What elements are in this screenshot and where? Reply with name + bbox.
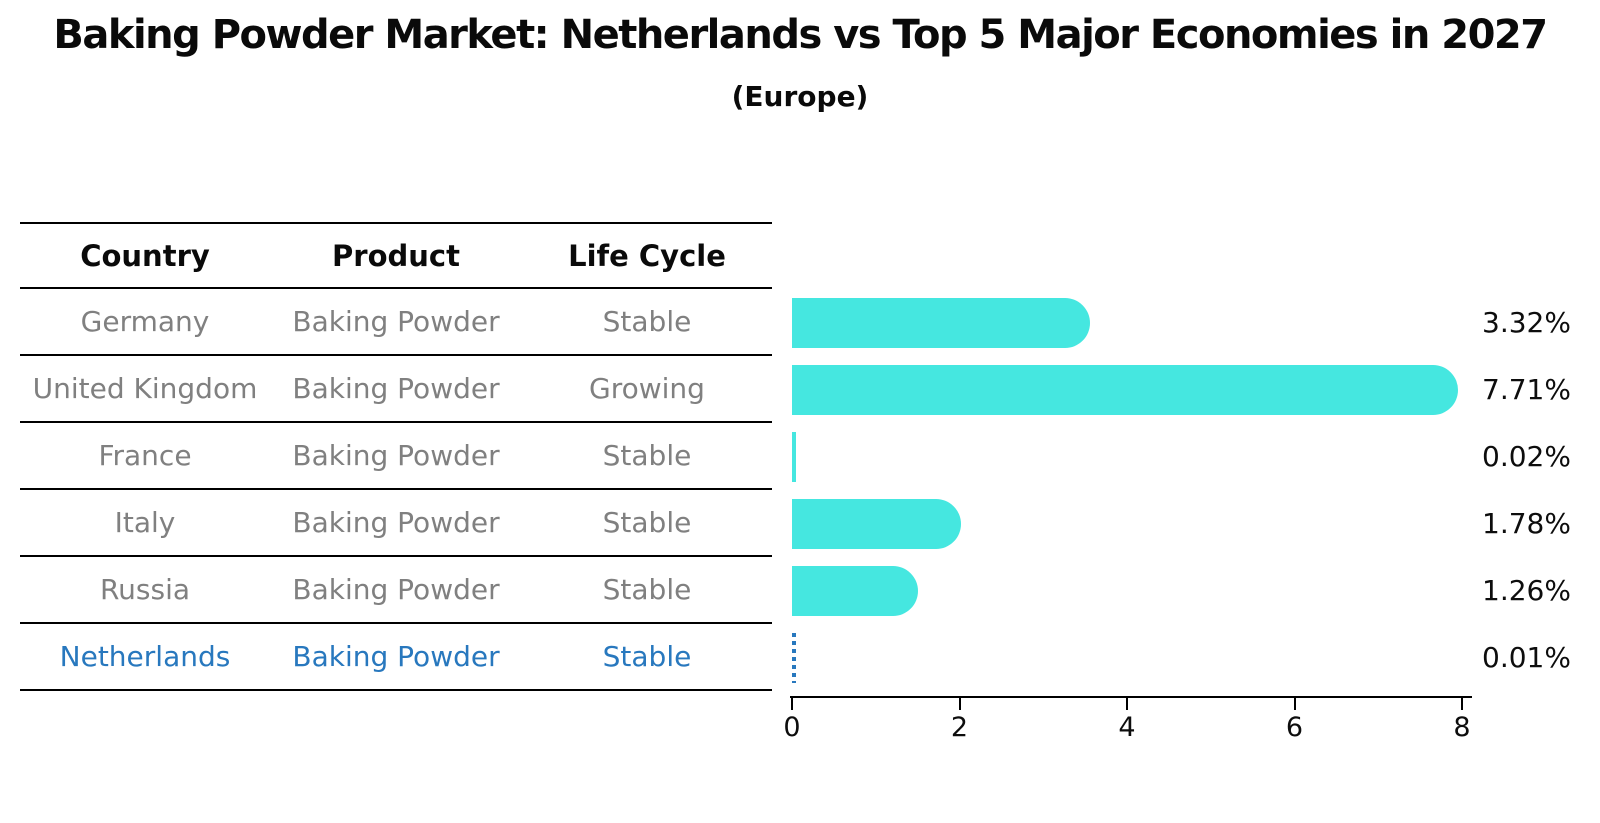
bar-row xyxy=(792,624,1472,691)
table-header-product: Product xyxy=(332,238,460,273)
table-cell-product: Baking Powder xyxy=(292,573,500,606)
table-header-life-cycle: Life Cycle xyxy=(568,238,726,273)
table-cell-life-cycle: Stable xyxy=(602,573,692,606)
x-axis-tick xyxy=(1461,698,1463,710)
table-row: France Baking Powder Stable xyxy=(20,423,772,490)
table-body: Germany Baking Powder Stable United Kingdom… xyxy=(20,289,772,691)
table-row: United Kingdom Baking Powder Growing xyxy=(20,356,772,423)
bar-row xyxy=(792,356,1472,423)
bar-row xyxy=(792,557,1472,624)
table-cell-country: Russia xyxy=(99,573,191,606)
bar-value-label: 0.02% xyxy=(1482,440,1571,473)
x-axis-tick-label: 6 xyxy=(1285,712,1304,743)
table-cell-product: Baking Powder xyxy=(292,372,500,405)
x-axis-tick xyxy=(1293,698,1296,710)
table-header-row: Country Product Life Cycle xyxy=(20,222,772,289)
bar-russia xyxy=(792,565,918,616)
value-label-column: 3.32% 7.71% 0.02% 1.78% 1.26% 0.01% xyxy=(1482,289,1571,691)
table-header-country: Country xyxy=(80,238,210,273)
table-row: Russia Baking Powder Stable xyxy=(20,557,772,624)
bar-row xyxy=(792,289,1472,356)
x-axis-tick-label: 8 xyxy=(1453,712,1471,743)
table-cell-country: Germany xyxy=(80,305,210,338)
bar-value-label: 0.01% xyxy=(1482,641,1571,674)
x-axis-line xyxy=(790,696,1472,698)
table-cell-product: Baking Powder xyxy=(292,506,500,539)
bar-germany xyxy=(792,297,1091,348)
table-cell-life-cycle: Stable xyxy=(602,439,692,472)
x-axis-tick xyxy=(958,698,961,710)
table-cell-life-cycle: Stable xyxy=(602,640,692,673)
bar-united-kingdom xyxy=(792,364,1458,415)
table-cell-product: Baking Powder xyxy=(292,640,500,673)
bar-italy xyxy=(792,498,962,549)
table-row: Germany Baking Powder Stable xyxy=(20,289,772,356)
bar-plot xyxy=(792,289,1472,691)
table-cell-life-cycle: Stable xyxy=(602,506,692,539)
bar-value-label: 1.78% xyxy=(1482,507,1571,540)
chart-subtitle: (Europe) xyxy=(731,80,869,113)
x-axis-tick xyxy=(1126,698,1128,710)
bar-value-label: 3.32% xyxy=(1482,306,1571,339)
bar-row xyxy=(792,490,1472,557)
bar-france xyxy=(792,431,796,482)
chart-title: Baking Powder Market: Netherlands vs Top… xyxy=(53,12,1548,58)
table-row: Italy Baking Powder Stable xyxy=(20,490,772,557)
table-row: Netherlands Baking Powder Stable xyxy=(20,624,772,691)
table-cell-country: Netherlands xyxy=(59,640,231,673)
table-cell-product: Baking Powder xyxy=(292,305,500,338)
table-cell-product: Baking Powder xyxy=(292,439,500,472)
bar-row xyxy=(792,423,1472,490)
table-cell-life-cycle: Growing xyxy=(589,372,705,405)
bar-value-label: 1.26% xyxy=(1482,574,1571,607)
table-cell-country: Italy xyxy=(114,506,176,539)
table-cell-country: United Kingdom xyxy=(32,372,258,405)
x-axis-tick-label: 2 xyxy=(950,712,969,743)
x-axis-tick-label: 4 xyxy=(1118,712,1136,743)
bar-value-label: 7.71% xyxy=(1482,373,1571,406)
x-axis-tick xyxy=(791,698,793,710)
table-cell-country: France xyxy=(98,439,192,472)
country-table: Country Product Life Cycle Germany Baking… xyxy=(20,222,772,691)
x-axis-tick-label: 0 xyxy=(783,712,801,743)
bar-netherlands xyxy=(792,632,796,683)
table-cell-life-cycle: Stable xyxy=(602,305,692,338)
